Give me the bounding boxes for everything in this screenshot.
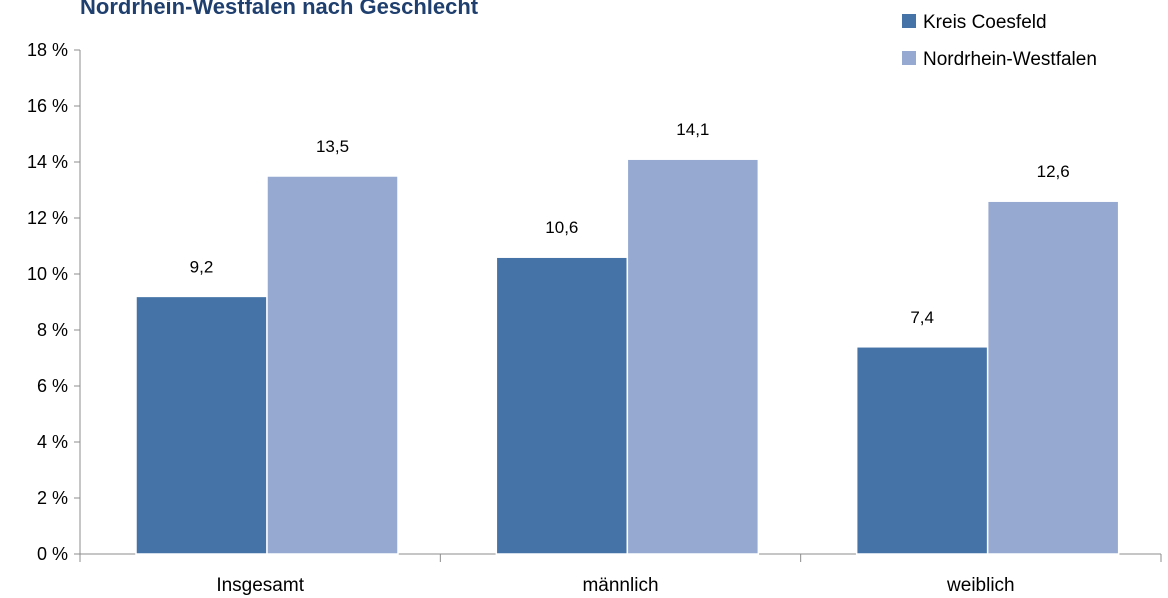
data-label: 7,4: [910, 308, 934, 327]
y-tick-label: 16 %: [27, 96, 68, 116]
data-label: 10,6: [545, 218, 578, 237]
y-tick-label: 14 %: [27, 152, 68, 172]
y-tick-label: 4 %: [37, 432, 68, 452]
y-tick-label: 6 %: [37, 376, 68, 396]
legend-swatch: [902, 14, 916, 28]
bar: [266, 175, 399, 555]
y-tick-label: 10 %: [27, 264, 68, 284]
chart-title: Nordrhein-Westfalen nach Geschlecht: [80, 0, 479, 19]
bar: [986, 200, 1120, 555]
data-labels: 9,2 13,5 10,6 14,1 7,4 12,6: [190, 120, 1070, 327]
bar: [855, 346, 989, 555]
bar: [135, 295, 268, 555]
x-tick-label: Insgesamt: [216, 575, 304, 596]
bar: [495, 256, 629, 555]
axes: 0 % 2 % 4 % 6 % 8 % 10 % 12 % 14 % 16 % 18 % Insge…: [27, 40, 1162, 596]
x-tick-label: weiblich: [946, 575, 1015, 596]
y-tick-label: 8 %: [37, 320, 68, 340]
y-tick-label: 18 %: [27, 40, 68, 60]
data-label: 9,2: [190, 257, 214, 276]
data-label: 12,6: [1037, 162, 1070, 181]
legend-label: Kreis Coesfeld: [923, 12, 1047, 33]
x-tick-label: männlich: [582, 575, 658, 596]
legend: Kreis Coesfeld Nordrhein-Westfalen: [902, 12, 1097, 70]
bar: [626, 158, 760, 555]
legend-swatch: [902, 51, 916, 65]
data-label: 13,5: [316, 137, 349, 156]
bars: [135, 158, 1120, 555]
data-label: 14,1: [676, 120, 709, 139]
y-tick-label: 0 %: [37, 544, 68, 564]
legend-label: Nordrhein-Westfalen: [923, 49, 1097, 70]
y-tick-label: 2 %: [37, 488, 68, 508]
y-tick-label: 12 %: [27, 208, 68, 228]
